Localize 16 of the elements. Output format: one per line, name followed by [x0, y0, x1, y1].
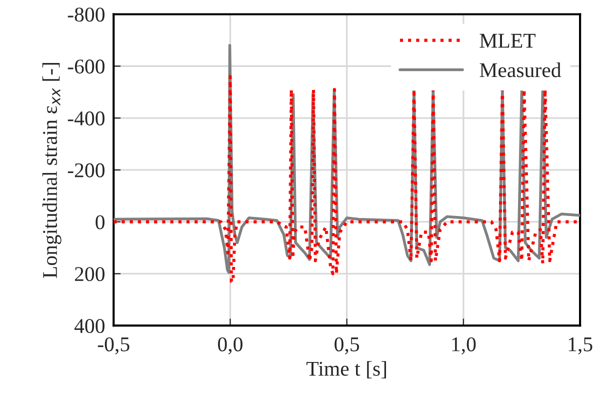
x-axis-title: Time t [s] [306, 361, 386, 378]
legend-label: MLET [480, 34, 536, 48]
x-tick-label: 1,5 [568, 337, 592, 354]
legend-label: Measured [480, 62, 562, 78]
y-tick-label: -200 [68, 163, 104, 178]
x-tick-label: 1,0 [452, 337, 476, 354]
y-tick-label: 400 [74, 318, 104, 334]
x-tick-label: 0,0 [218, 337, 242, 354]
y-tick-label: -600 [68, 60, 104, 74]
y-tick-label: -800 [68, 8, 104, 22]
x-tick-label: 0,5 [334, 337, 360, 354]
y-tick-label: 200 [74, 267, 104, 282]
y-tick-label: -400 [68, 111, 104, 126]
y-axis-title: Longitudinal strain ε$_{xx}$ [-] [42, 62, 62, 278]
y-tick-label: 0 [96, 215, 104, 230]
x-tick-label: -0,5 [98, 337, 130, 354]
